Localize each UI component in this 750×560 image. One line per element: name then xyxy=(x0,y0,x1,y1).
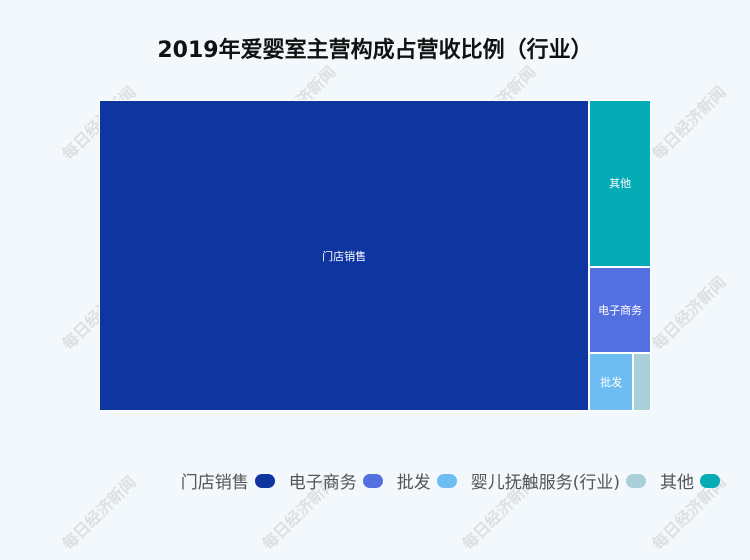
chart-title: 2019年爱婴室主营构成占营收比例（行业） xyxy=(157,38,593,63)
cell-label: 其他 xyxy=(609,177,632,191)
legend-item[interactable]: 批发 xyxy=(397,468,457,493)
legend-item[interactable]: 门店销售 xyxy=(181,468,275,493)
cell-label: 门店销售 xyxy=(322,249,367,263)
legend-swatch xyxy=(362,473,383,488)
legend: 门店销售 电子商务 批发 婴儿抚触服务(行业) 其他 xyxy=(167,468,720,493)
legend-swatch xyxy=(254,473,275,488)
watermark-text: 每日经济新闻 xyxy=(58,472,140,554)
legend-swatch xyxy=(626,473,646,488)
treemap-cell[interactable] xyxy=(633,352,651,411)
legend-swatch xyxy=(436,473,457,488)
treemap-cell[interactable]: 电子商务 xyxy=(589,266,651,353)
legend-item[interactable]: 电子商务 xyxy=(289,468,383,493)
watermark-text: 每日经济新闻 xyxy=(648,82,730,164)
treemap-cell[interactable]: 批发 xyxy=(589,352,634,411)
legend-item[interactable]: 婴儿抚触服务(行业) xyxy=(471,468,646,493)
legend-item[interactable]: 其他 xyxy=(660,468,720,493)
watermark-text: 每日经济新闻 xyxy=(648,272,730,354)
legend-swatch xyxy=(700,473,720,488)
legend-label: 批发 xyxy=(396,473,431,493)
cell-label: 电子商务 xyxy=(598,303,643,317)
treemap-cell[interactable]: 门店销售 xyxy=(99,100,590,411)
legend-label: 门店销售 xyxy=(180,473,249,493)
legend-label: 其他 xyxy=(660,473,694,493)
cell-label: 批发 xyxy=(600,375,623,389)
treemap-cell[interactable]: 其他 xyxy=(589,100,651,267)
legend-label: 电子商务 xyxy=(288,473,357,493)
legend-label: 婴儿抚触服务(行业) xyxy=(470,473,620,493)
treemap: 门店销售电子商务批发 其他 xyxy=(99,100,651,411)
